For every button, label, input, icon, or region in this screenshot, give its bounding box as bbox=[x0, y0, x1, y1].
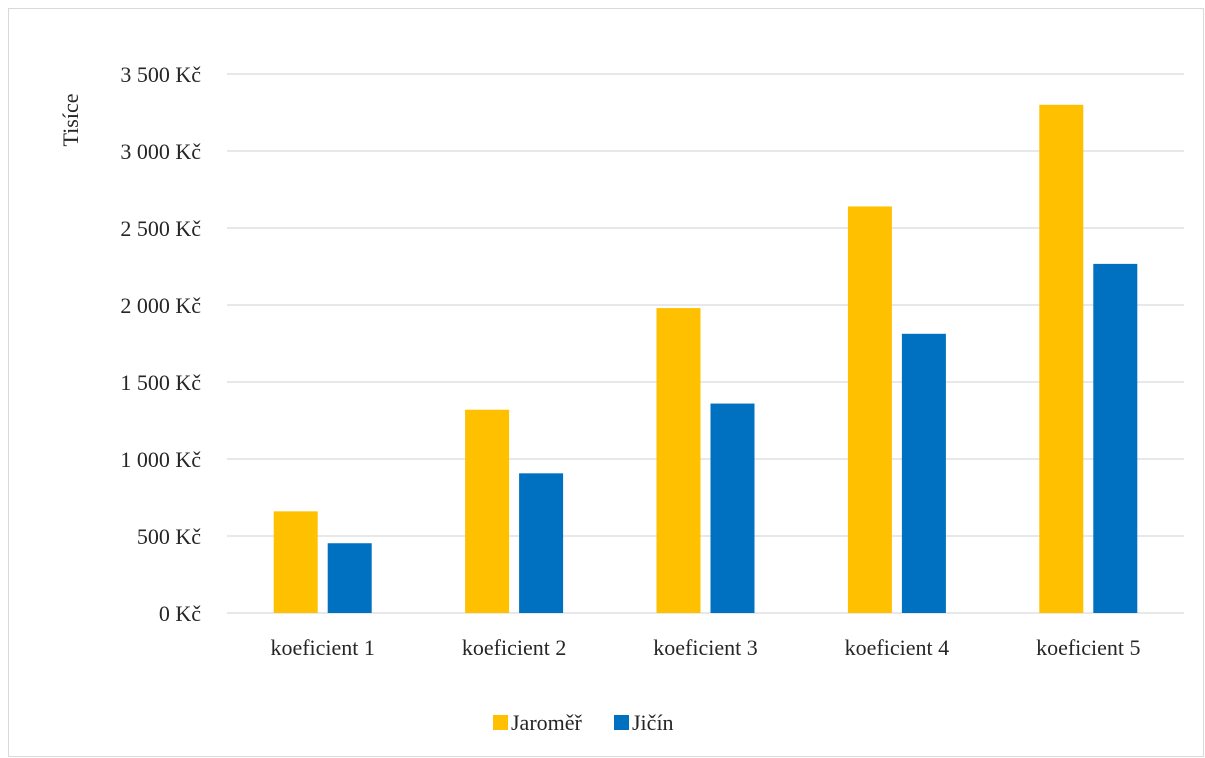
bar bbox=[901, 333, 946, 613]
y-tick-label: 0 Kč bbox=[159, 601, 201, 626]
bar bbox=[327, 543, 372, 613]
category-label: koeficient 3 bbox=[653, 635, 757, 660]
bar bbox=[1039, 104, 1084, 614]
bar bbox=[710, 403, 755, 613]
bar bbox=[847, 206, 892, 613]
bar bbox=[519, 473, 564, 613]
legend-swatch bbox=[493, 715, 508, 730]
legend-label: Jaroměř bbox=[511, 710, 583, 735]
y-tick-label: 2 500 Kč bbox=[120, 216, 201, 241]
bar bbox=[656, 308, 701, 613]
legend-label: Jičín bbox=[632, 710, 674, 735]
y-tick-label: 2 000 Kč bbox=[120, 293, 201, 318]
legend: Jaroměř Jičín bbox=[493, 710, 674, 735]
bar bbox=[465, 409, 510, 613]
category-label: koeficient 1 bbox=[270, 635, 374, 660]
y-tick-label: 500 Kč bbox=[137, 524, 201, 549]
category-labels: koeficient 1 koeficient 2 koeficient 3 koef… bbox=[270, 635, 1140, 660]
legend-swatch bbox=[614, 715, 629, 730]
bars bbox=[273, 104, 1138, 614]
category-label: koeficient 4 bbox=[845, 635, 949, 660]
bar bbox=[273, 511, 318, 613]
y-tick-label: 1 500 Kč bbox=[120, 370, 201, 395]
gridlines bbox=[227, 73, 1184, 614]
y-tick-label: 1 000 Kč bbox=[120, 447, 201, 472]
y-axis-label: Tisíce bbox=[58, 94, 83, 147]
category-label: koeficient 2 bbox=[462, 635, 566, 660]
bar bbox=[1093, 263, 1138, 613]
y-tick-labels: 0 Kč 500 Kč 1 000 Kč 1 500 Kč 2 000 Kč 2 500 … bbox=[120, 62, 201, 626]
y-tick-label: 3 500 Kč bbox=[120, 62, 201, 87]
y-tick-label: 3 000 Kč bbox=[120, 139, 201, 164]
category-label: koeficient 5 bbox=[1036, 635, 1140, 660]
